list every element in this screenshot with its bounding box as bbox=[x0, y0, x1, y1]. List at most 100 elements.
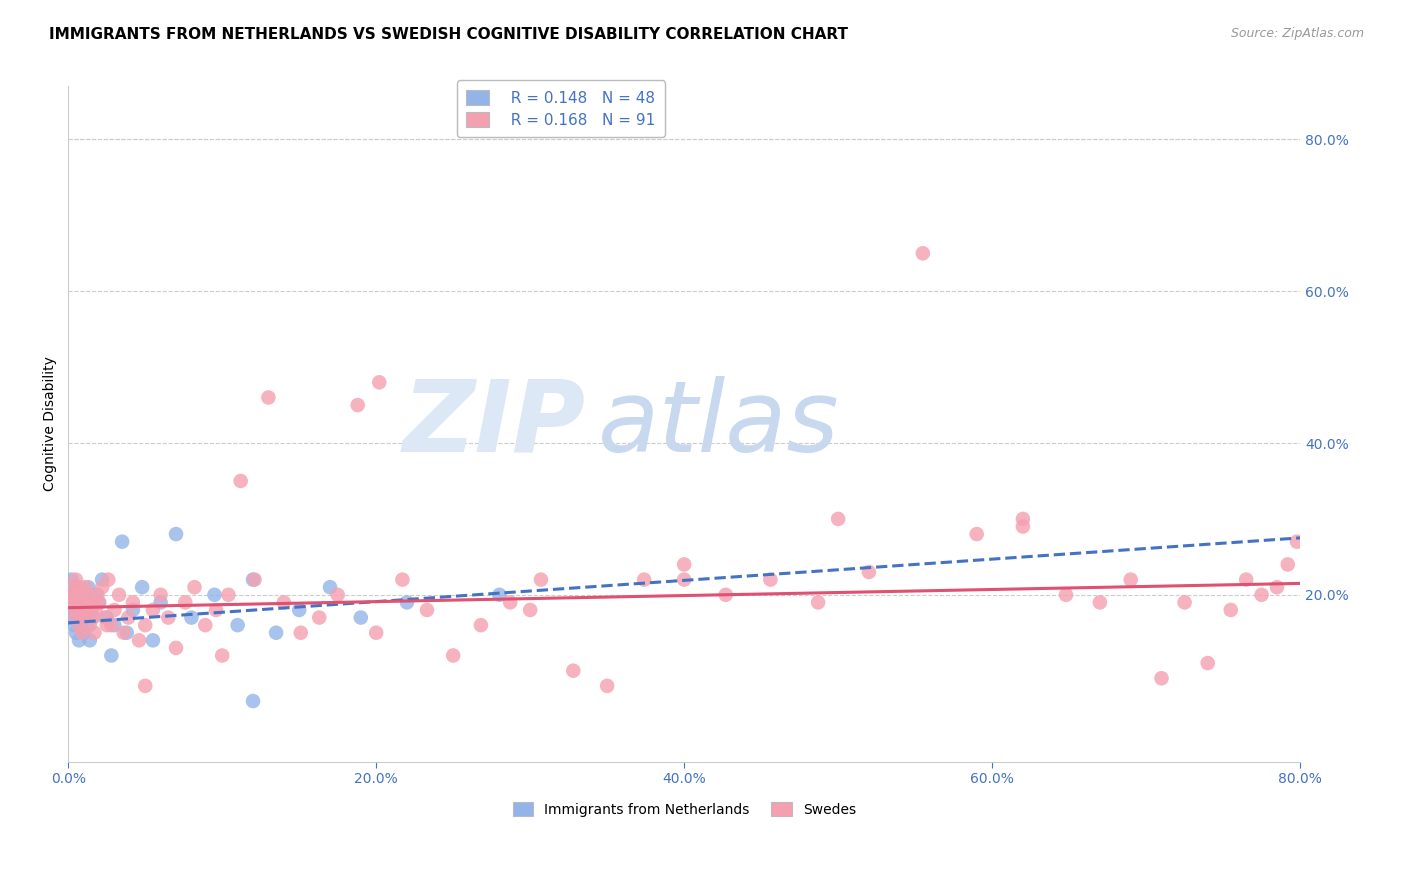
Point bbox=[759, 573, 782, 587]
Point bbox=[1054, 588, 1077, 602]
Point bbox=[530, 573, 553, 587]
Text: IMMIGRANTS FROM NETHERLANDS VS SWEDISH COGNITIVE DISABILITY CORRELATION CHART: IMMIGRANTS FROM NETHERLANDS VS SWEDISH C… bbox=[49, 27, 848, 42]
Point bbox=[83, 625, 105, 640]
Point bbox=[217, 588, 239, 602]
Point bbox=[63, 588, 86, 602]
Point bbox=[165, 640, 187, 655]
Point bbox=[79, 618, 101, 632]
Point bbox=[69, 595, 91, 609]
Point bbox=[75, 580, 97, 594]
Point bbox=[69, 618, 91, 632]
Text: ZIP: ZIP bbox=[402, 376, 586, 473]
Point bbox=[290, 625, 312, 640]
Point bbox=[257, 391, 280, 405]
Point bbox=[499, 595, 522, 609]
Point bbox=[180, 610, 202, 624]
Point bbox=[117, 610, 139, 624]
Point bbox=[131, 580, 153, 594]
Point bbox=[229, 474, 252, 488]
Point bbox=[66, 595, 89, 609]
Point bbox=[441, 648, 464, 663]
Point bbox=[91, 580, 114, 594]
Point bbox=[86, 588, 108, 602]
Point bbox=[807, 595, 830, 609]
Point bbox=[673, 573, 696, 587]
Point bbox=[84, 588, 107, 602]
Point bbox=[142, 603, 165, 617]
Point bbox=[70, 588, 93, 602]
Point bbox=[183, 580, 205, 594]
Point bbox=[122, 595, 145, 609]
Point bbox=[633, 573, 655, 587]
Point bbox=[488, 588, 510, 602]
Point bbox=[243, 573, 266, 587]
Point bbox=[79, 633, 101, 648]
Point bbox=[72, 595, 94, 609]
Point bbox=[100, 618, 122, 632]
Point bbox=[70, 625, 93, 640]
Point bbox=[65, 625, 87, 640]
Point bbox=[827, 512, 849, 526]
Point bbox=[122, 603, 145, 617]
Point bbox=[416, 603, 439, 617]
Point bbox=[60, 573, 83, 587]
Point bbox=[174, 595, 197, 609]
Point bbox=[76, 618, 98, 632]
Point bbox=[67, 618, 90, 632]
Point bbox=[82, 610, 104, 624]
Point bbox=[911, 246, 934, 260]
Point bbox=[115, 625, 138, 640]
Point bbox=[72, 625, 94, 640]
Point bbox=[59, 588, 82, 602]
Point bbox=[242, 573, 264, 587]
Point bbox=[1150, 671, 1173, 685]
Point bbox=[858, 565, 880, 579]
Legend: Immigrants from Netherlands, Swedes: Immigrants from Netherlands, Swedes bbox=[508, 797, 862, 822]
Point bbox=[714, 588, 737, 602]
Point bbox=[1234, 573, 1257, 587]
Point bbox=[966, 527, 988, 541]
Point bbox=[59, 610, 82, 624]
Point bbox=[226, 618, 249, 632]
Point bbox=[67, 603, 90, 617]
Point bbox=[108, 588, 131, 602]
Text: Source: ZipAtlas.com: Source: ZipAtlas.com bbox=[1230, 27, 1364, 40]
Point bbox=[326, 588, 349, 602]
Point bbox=[72, 610, 94, 624]
Point bbox=[264, 625, 287, 640]
Point bbox=[1250, 588, 1272, 602]
Point bbox=[62, 603, 84, 617]
Point bbox=[103, 603, 125, 617]
Point bbox=[596, 679, 619, 693]
Point bbox=[1277, 558, 1299, 572]
Point bbox=[205, 603, 228, 617]
Point bbox=[77, 580, 100, 594]
Point bbox=[1012, 512, 1035, 526]
Point bbox=[80, 595, 103, 609]
Point bbox=[211, 648, 233, 663]
Point bbox=[1119, 573, 1142, 587]
Point bbox=[319, 580, 342, 594]
Point bbox=[69, 603, 91, 617]
Point bbox=[62, 580, 84, 594]
Point bbox=[1285, 534, 1308, 549]
Point bbox=[157, 610, 180, 624]
Point bbox=[63, 618, 86, 632]
Point bbox=[66, 610, 89, 624]
Point bbox=[149, 588, 172, 602]
Point bbox=[1012, 519, 1035, 533]
Point bbox=[149, 595, 172, 609]
Point bbox=[75, 595, 97, 609]
Point bbox=[60, 595, 83, 609]
Point bbox=[204, 588, 226, 602]
Point bbox=[62, 580, 84, 594]
Point bbox=[84, 603, 107, 617]
Point bbox=[519, 603, 541, 617]
Point bbox=[112, 625, 135, 640]
Point bbox=[96, 618, 118, 632]
Point bbox=[87, 595, 110, 609]
Point bbox=[1265, 580, 1288, 594]
Point bbox=[80, 603, 103, 617]
Text: atlas: atlas bbox=[598, 376, 839, 473]
Point bbox=[308, 610, 330, 624]
